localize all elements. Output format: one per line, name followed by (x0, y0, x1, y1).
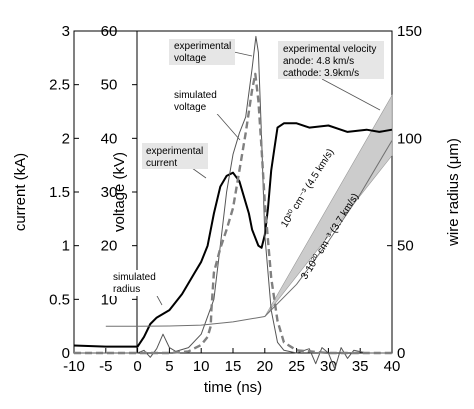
radius-tick-label: 100 (397, 130, 422, 147)
voltage-axis-title: voltage (kV) (111, 152, 128, 232)
annotation-experimental-voltage-1: experimental (174, 41, 231, 52)
radius-tick-label: 50 (397, 238, 414, 255)
current-axis-title: current (kA) (12, 153, 29, 231)
x-tick-label: -10 (63, 358, 85, 375)
x-tick-label: 10 (193, 358, 210, 375)
current-tick-label: 3 (62, 23, 70, 40)
label-box-velocity (278, 41, 384, 79)
radius-axis-title: wire radius (μm) (445, 138, 462, 247)
current-tick-label: 0 (62, 345, 70, 362)
annotation-simulated-voltage-1: simulated (174, 90, 217, 101)
annotation-simulated-radius-2: radius (113, 284, 140, 295)
x-tick-label: 5 (165, 358, 173, 375)
leader-experimental-velocity (321, 78, 381, 111)
annotation-simulated-radius-1: simulated (113, 272, 156, 283)
x-tick-label: 25 (288, 358, 305, 375)
annotation-velocity-cathode: cathode: 3.9km/s (283, 68, 359, 79)
annotation-velocity-title: experimental velocity (283, 44, 376, 55)
series-simulated-radius (105, 140, 393, 327)
series-simulated-voltage (74, 72, 392, 355)
series-lines (73, 35, 393, 370)
velocity-band (264, 94, 393, 317)
series-experimental-current (73, 122, 393, 348)
annotation-simulated-voltage-2: voltage (174, 102, 207, 113)
x-tick-label: -5 (99, 358, 112, 375)
label-box-simulated-radius (108, 270, 162, 296)
current-tick-label: 2 (62, 130, 70, 147)
annotation-experimental-current-2: current (146, 158, 177, 169)
x-tick-label: 0 (133, 358, 141, 375)
annotation-experimental-current-1: experimental (146, 146, 203, 157)
current-tick-label: 1.5 (49, 184, 70, 201)
x-axis-title: time (ns) (204, 379, 262, 396)
x-tick-label: 40 (384, 358, 401, 375)
series-experimental-voltage (74, 35, 392, 370)
radius-tick-label: 150 (397, 23, 422, 40)
label-box-simulated-voltage (170, 88, 222, 114)
radius-tick-label: 0 (397, 345, 405, 362)
tick-marks (73, 30, 393, 354)
voltage-tick-label: 50 (101, 77, 118, 94)
label-box-experimental-voltage (169, 39, 235, 65)
voltage-tick-label: 20 (101, 238, 118, 255)
label-box-experimental-current (142, 143, 208, 169)
current-tick-label: 2.5 (49, 77, 70, 94)
x-tick-label: 20 (256, 358, 273, 375)
x-tick-label: 15 (225, 358, 242, 375)
voltage-tick-label: 60 (101, 23, 118, 40)
current-tick-label: 0.5 (49, 291, 70, 308)
voltage-tick-label: 30 (101, 184, 118, 201)
current-tick-label: 1 (62, 238, 70, 255)
leader-experimental-voltage (233, 51, 253, 57)
annotation-velocity-anode: anode: 4.8 km/s (283, 56, 354, 67)
x-tick-label: 35 (352, 358, 369, 375)
voltage-tick-label: 40 (101, 130, 118, 147)
velocity-bands (264, 94, 393, 317)
annotation-experimental-voltage-2: voltage (174, 53, 207, 64)
